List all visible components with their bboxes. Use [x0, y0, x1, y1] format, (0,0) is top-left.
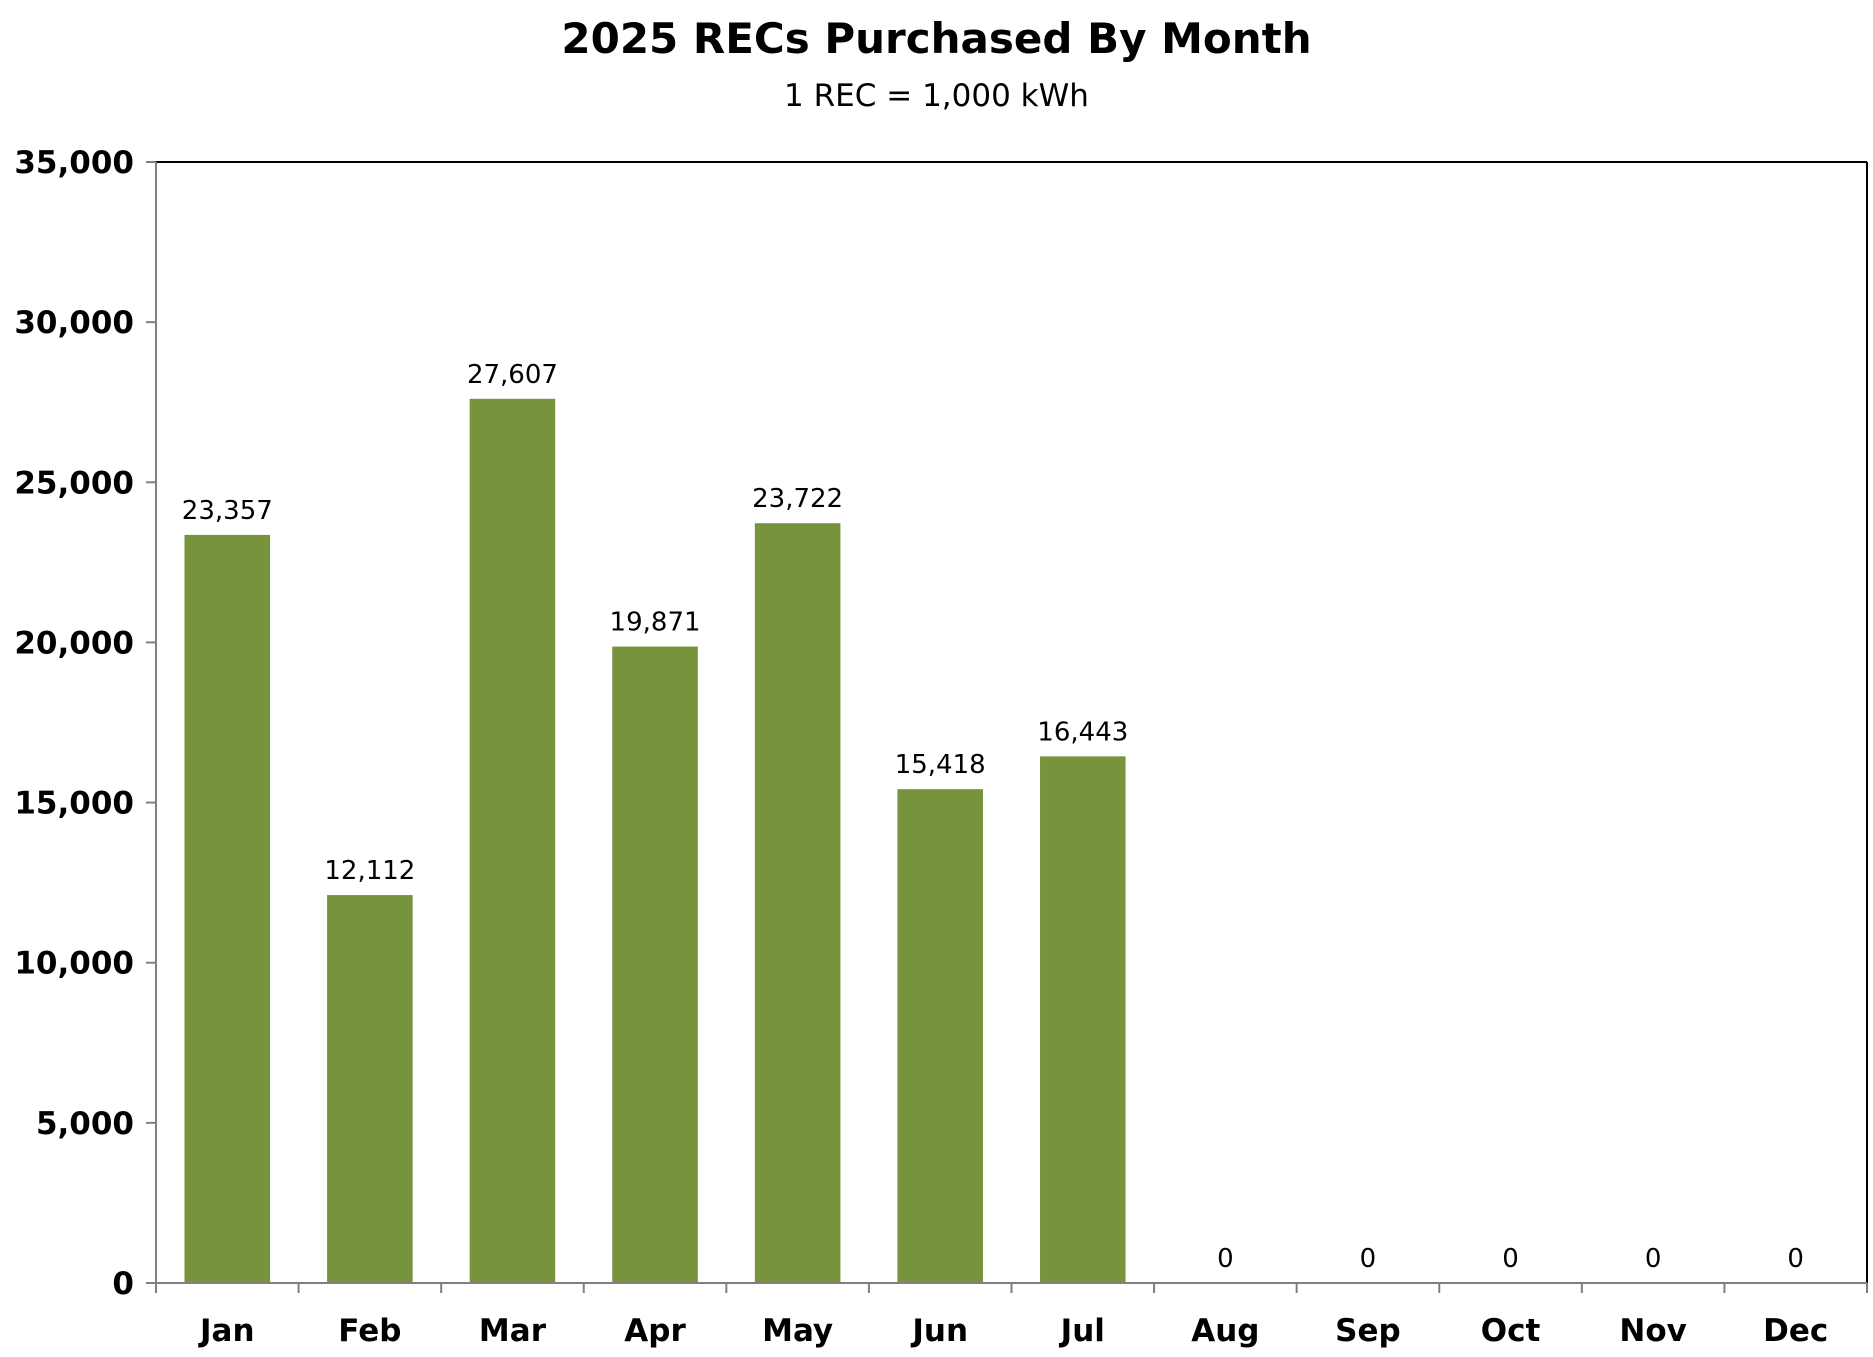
y-tick-label: 25,000 — [14, 465, 134, 501]
x-tick-label-jun: Jun — [910, 1313, 968, 1349]
x-tick-label-oct: Oct — [1481, 1313, 1541, 1349]
y-tick-label: 20,000 — [14, 625, 134, 661]
y-tick-label: 10,000 — [14, 946, 134, 982]
x-tick-label-aug: Aug — [1191, 1313, 1259, 1349]
x-tick-label-jan: Jan — [198, 1313, 255, 1349]
data-label-nov: 0 — [1645, 1244, 1662, 1274]
x-tick-label-mar: Mar — [479, 1313, 547, 1349]
data-label-aug: 0 — [1217, 1244, 1234, 1274]
x-tick-label-dec: Dec — [1763, 1313, 1828, 1349]
data-label-jun: 15,418 — [895, 750, 986, 780]
x-tick-label-apr: Apr — [624, 1313, 686, 1349]
data-label-oct: 0 — [1502, 1244, 1519, 1274]
bar-mar — [469, 398, 556, 1283]
x-tick-label-nov: Nov — [1619, 1313, 1686, 1349]
data-label-may: 23,722 — [752, 484, 843, 514]
data-label-jul: 16,443 — [1037, 717, 1128, 747]
bar-jun — [897, 789, 983, 1283]
y-tick-label: 0 — [112, 1266, 134, 1302]
y-tick-label: 30,000 — [14, 305, 134, 341]
x-tick-label-may: May — [762, 1313, 833, 1349]
y-tick-label: 15,000 — [14, 786, 134, 822]
chart-title: 2025 RECs Purchased By Month — [561, 14, 1312, 63]
chart-subtitle: 1 REC = 1,000 kWh — [784, 78, 1089, 114]
data-label-feb: 12,112 — [324, 856, 415, 886]
data-label-apr: 19,871 — [610, 608, 701, 638]
bar-feb — [327, 895, 413, 1283]
data-label-dec: 0 — [1787, 1244, 1804, 1274]
y-tick-label: 5,000 — [36, 1106, 134, 1142]
bar-may — [754, 523, 841, 1283]
data-label-mar: 27,607 — [467, 360, 558, 390]
data-label-sep: 0 — [1360, 1244, 1377, 1274]
data-label-jan: 23,357 — [182, 496, 273, 526]
bar-apr — [612, 646, 698, 1283]
y-tick-label: 35,000 — [14, 145, 134, 181]
x-tick-label-jul: Jul — [1059, 1313, 1105, 1349]
x-tick-label-sep: Sep — [1335, 1313, 1401, 1349]
bar-jan — [184, 534, 271, 1283]
x-tick-label-feb: Feb — [338, 1313, 401, 1349]
bar-jul — [1040, 756, 1126, 1283]
